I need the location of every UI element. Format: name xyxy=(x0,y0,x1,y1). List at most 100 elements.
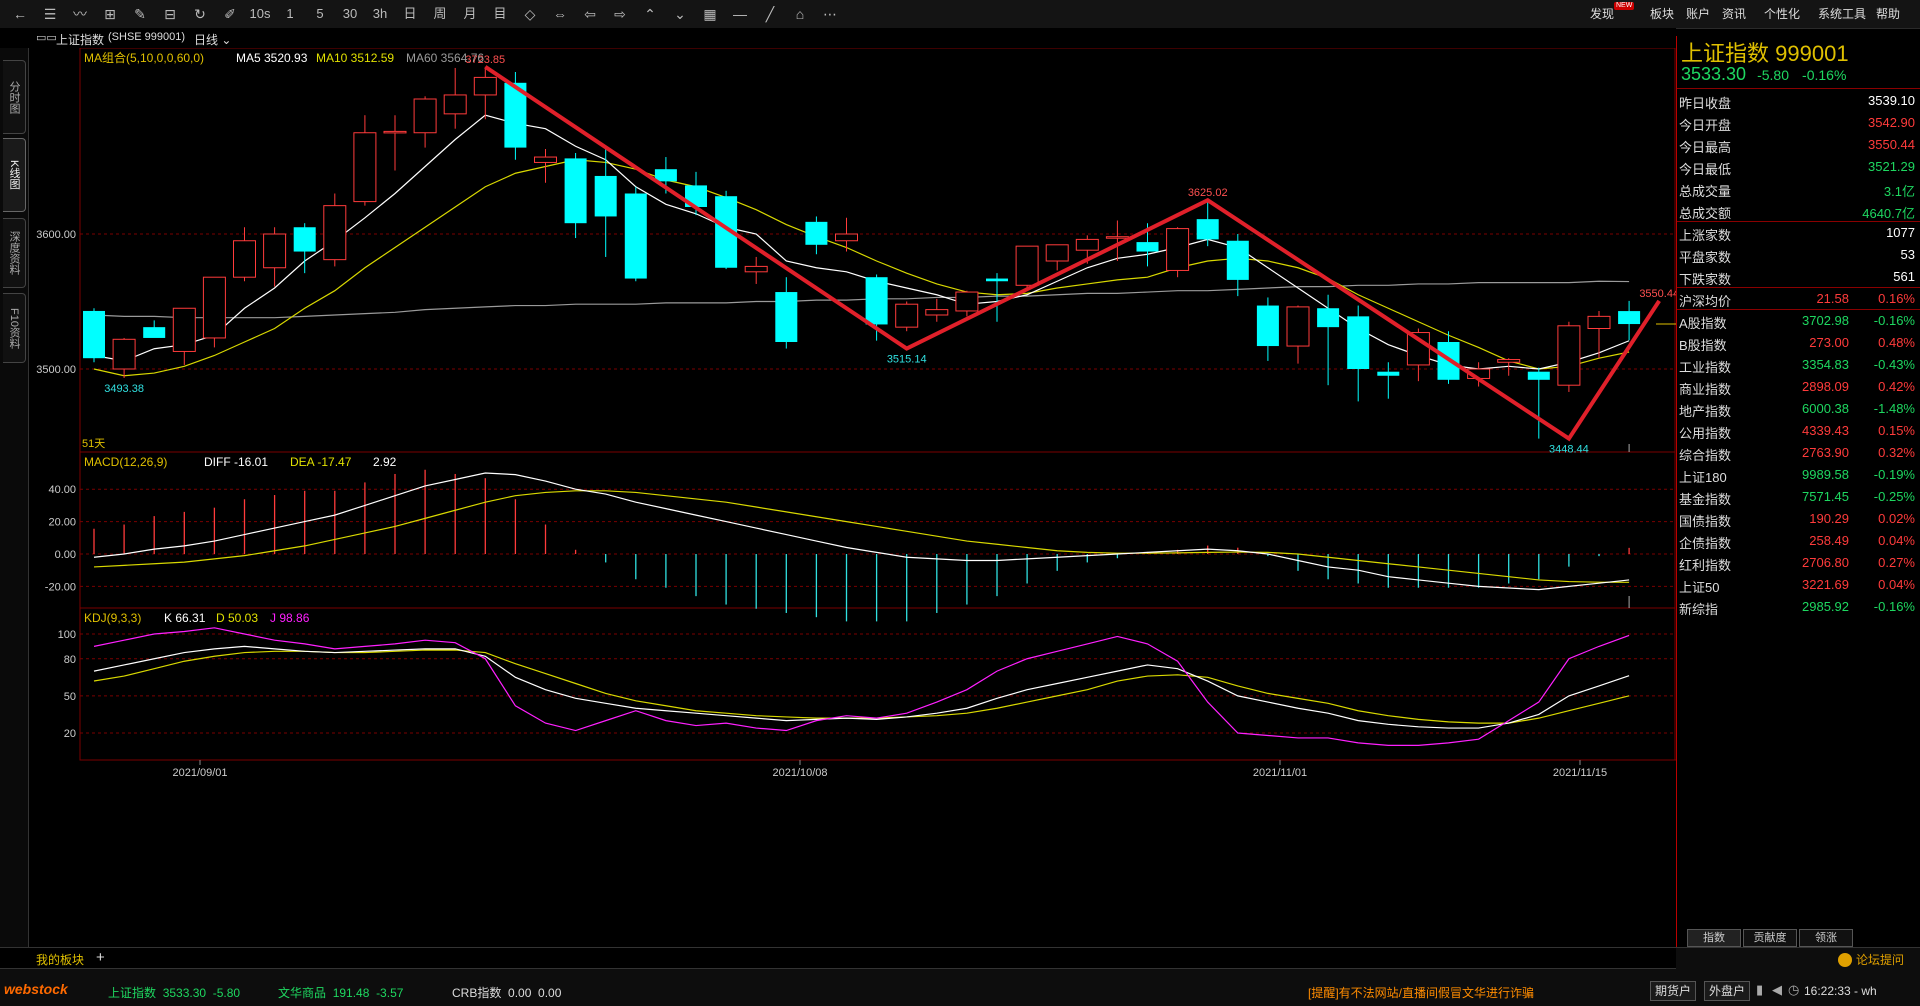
panel-tab-0[interactable]: 指数 xyxy=(1687,929,1741,947)
count-row[interactable]: 平盘家数 53 xyxy=(1679,244,1919,266)
quote-row[interactable]: 今日最低 3521.29 xyxy=(1679,156,1919,178)
menu-5[interactable]: 系统工具 xyxy=(1818,7,1867,21)
kline-chart[interactable]: 3600.00 3500.00 3723.85 3493.38 3515.14 3625.… xyxy=(0,48,1676,947)
left-tab-1[interactable]: K线图 xyxy=(3,138,26,212)
period-button-16[interactable]: 目 xyxy=(493,6,507,21)
slash-icon[interactable]: ╱ xyxy=(765,6,775,22)
line-chart-icon[interactable]: 〰 xyxy=(73,6,87,22)
index-row[interactable]: 新综指 2985.92 -0.16% xyxy=(1679,596,1919,618)
period-button-8[interactable]: 10s xyxy=(249,6,271,21)
quote-row[interactable]: 总成交量 3.1亿 xyxy=(1679,178,1919,200)
refresh-icon[interactable]: ↻ xyxy=(194,6,206,22)
price-annotation: 3723.85 xyxy=(465,54,505,66)
row-label: 今日最低 xyxy=(1679,162,1732,177)
kdj-d-line xyxy=(93,649,1630,724)
last-price: 3533.30 xyxy=(1681,64,1747,84)
index-row[interactable]: 基金指数 7571.45 -0.25% xyxy=(1679,486,1919,508)
period-button-12[interactable]: 3h xyxy=(372,6,388,21)
index-row[interactable]: 商业指数 2898.09 0.42% xyxy=(1679,376,1919,398)
candle-body xyxy=(263,233,287,269)
dash-icon[interactable]: — xyxy=(733,6,747,22)
left-tab-2[interactable]: 深度资料 xyxy=(3,218,26,288)
forum-link[interactable]: 论坛提问 xyxy=(1856,953,1905,967)
index-row[interactable]: A股指数 3702.98 -0.16% xyxy=(1679,310,1919,332)
more-icon[interactable]: ⋯ xyxy=(823,6,837,22)
period-button-15[interactable]: 月 xyxy=(463,6,477,21)
candle-body xyxy=(143,327,166,338)
candle-body xyxy=(353,132,377,203)
avg-row[interactable]: 沪深均价 21.58 0.16% xyxy=(1679,288,1919,310)
menu-0[interactable]: 发现 xyxy=(1590,7,1615,21)
candle-body xyxy=(624,193,647,279)
double-arrow-icon[interactable]: ⇔ xyxy=(553,6,567,22)
candle-body xyxy=(1557,325,1581,386)
candle-body xyxy=(1286,306,1310,347)
menu-1[interactable]: 板块 xyxy=(1650,7,1675,21)
add-block-button[interactable]: + xyxy=(96,949,105,966)
row-label: 今日开盘 xyxy=(1679,118,1732,133)
count-row[interactable]: 上涨家数 1077 xyxy=(1679,222,1919,244)
row-pct: 0.16% xyxy=(1878,291,1915,306)
index-row[interactable]: 地产指数 6000.38 -1.48% xyxy=(1679,398,1919,420)
macd-dea-value: DEA -17.47 xyxy=(290,455,352,469)
row-value: 1077 xyxy=(1886,225,1915,240)
period-button-10[interactable]: 5 xyxy=(316,6,324,21)
up-icon[interactable]: ⌃ xyxy=(644,6,656,22)
minus-box-icon[interactable]: ⊟ xyxy=(164,6,176,22)
paint-icon[interactable]: ✎ xyxy=(134,6,146,22)
futures-account-button[interactable]: 期货户 xyxy=(1650,981,1696,1001)
index-row[interactable]: 上证180 9989.58 -0.19% xyxy=(1679,464,1919,486)
date-label: 2021/09/01 xyxy=(172,767,227,779)
index-row[interactable]: 公用指数 4339.43 0.15% xyxy=(1679,420,1919,442)
pencil-icon[interactable]: ✐ xyxy=(224,6,236,22)
period-button-11[interactable]: 30 xyxy=(342,6,358,21)
fx-account-button[interactable]: 外盘户 xyxy=(1704,981,1750,1001)
candle-body xyxy=(744,265,768,273)
candle-body xyxy=(293,227,316,252)
menu-3[interactable]: 资讯 xyxy=(1722,7,1747,21)
diamond-icon[interactable]: ◇ xyxy=(524,6,536,22)
index-row[interactable]: 工业指数 3354.83 -0.43% xyxy=(1679,354,1919,376)
index-row[interactable]: 红利指数 2706.80 0.27% xyxy=(1679,552,1919,574)
candle-body xyxy=(955,291,979,312)
panel-tab-1[interactable]: 贡献度 xyxy=(1743,929,1797,947)
index-row[interactable]: 综合指数 2763.90 0.32% xyxy=(1679,442,1919,464)
left-tab-3[interactable]: F10资料 xyxy=(3,293,26,363)
row-value: 21.58 xyxy=(1816,291,1849,306)
period-button-14[interactable]: 周 xyxy=(433,6,447,21)
period-button-13[interactable]: 日 xyxy=(403,6,417,21)
fraud-notice[interactable]: [提醒]有不法网站/直播间假冒文华进行诈骗 xyxy=(1308,986,1535,1000)
kdj-pane xyxy=(79,607,1676,761)
row-label: 平盘家数 xyxy=(1679,250,1732,265)
arrow-left-icon[interactable]: ⇦ xyxy=(584,6,596,22)
menu-4[interactable]: 个性化 xyxy=(1764,7,1801,21)
period-button-9[interactable]: 1 xyxy=(286,6,294,21)
count-row[interactable]: 下跌家数 561 xyxy=(1679,266,1919,288)
quote-row[interactable]: 总成交额 4640.7亿 xyxy=(1679,200,1919,222)
index-row[interactable]: 上证50 3221.69 0.04% xyxy=(1679,574,1919,596)
index-row[interactable]: B股指数 273.00 0.48% xyxy=(1679,332,1919,354)
quote-row[interactable]: 今日开盘 3542.90 xyxy=(1679,112,1919,134)
list-icon[interactable]: ☰ xyxy=(43,6,57,22)
left-tab-0[interactable]: 分时图 xyxy=(3,60,26,134)
down-icon[interactable]: ⌄ xyxy=(674,6,686,22)
quote-row[interactable]: 今日最高 3550.44 xyxy=(1679,134,1919,156)
table-icon[interactable]: ▦ xyxy=(703,6,717,22)
home-icon[interactable]: ⌂ xyxy=(795,6,805,22)
index-row[interactable]: 国债指数 190.29 0.02% xyxy=(1679,508,1919,530)
menu-2[interactable]: 账户 xyxy=(1686,7,1711,21)
row-label: 总成交量 xyxy=(1679,184,1732,199)
index-row[interactable]: 企债指数 258.49 0.04% xyxy=(1679,530,1919,552)
tab-my-block[interactable]: 我的板块 xyxy=(36,953,85,967)
quote-row[interactable]: 昨日收盘 3539.10 xyxy=(1679,90,1919,112)
panel-tab-2[interactable]: 领涨 xyxy=(1799,929,1853,947)
arrow-right-icon[interactable]: ⇨ xyxy=(614,6,626,22)
back-icon[interactable]: ← xyxy=(13,6,27,22)
menu-6[interactable]: 帮助 xyxy=(1876,7,1901,21)
macd-axis-label: 40.00 xyxy=(48,484,76,496)
kdj-k-value: K 66.31 xyxy=(164,611,206,625)
candle-body xyxy=(1527,371,1550,380)
macd-pane xyxy=(79,451,1676,609)
grid-icon[interactable]: ⊞ xyxy=(104,6,116,22)
period-select[interactable]: 日线 ⌄ xyxy=(194,33,232,47)
